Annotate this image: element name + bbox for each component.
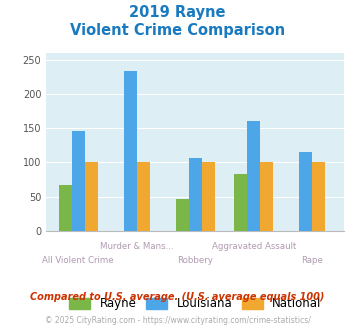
Text: Aggravated Assault: Aggravated Assault xyxy=(212,242,296,251)
Bar xyxy=(202,162,214,231)
Bar xyxy=(260,162,273,231)
Text: Robbery: Robbery xyxy=(177,256,213,265)
Bar xyxy=(299,152,312,231)
Bar xyxy=(72,131,85,231)
Text: Rape: Rape xyxy=(301,256,323,265)
Text: All Violent Crime: All Violent Crime xyxy=(43,256,114,265)
Bar xyxy=(234,174,247,231)
Bar xyxy=(247,121,260,231)
Bar xyxy=(189,158,202,231)
Bar xyxy=(137,162,150,231)
Bar xyxy=(124,71,137,231)
Legend: Rayne, Louisiana, National: Rayne, Louisiana, National xyxy=(65,294,325,314)
Text: Violent Crime Comparison: Violent Crime Comparison xyxy=(70,23,285,38)
Text: Compared to U.S. average. (U.S. average equals 100): Compared to U.S. average. (U.S. average … xyxy=(30,292,325,302)
Bar xyxy=(85,162,98,231)
Text: Murder & Mans...: Murder & Mans... xyxy=(100,242,174,251)
Bar xyxy=(176,199,189,231)
Text: © 2025 CityRating.com - https://www.cityrating.com/crime-statistics/: © 2025 CityRating.com - https://www.city… xyxy=(45,316,310,325)
Text: 2019 Rayne: 2019 Rayne xyxy=(129,5,226,20)
Bar xyxy=(59,185,72,231)
Bar xyxy=(312,162,325,231)
